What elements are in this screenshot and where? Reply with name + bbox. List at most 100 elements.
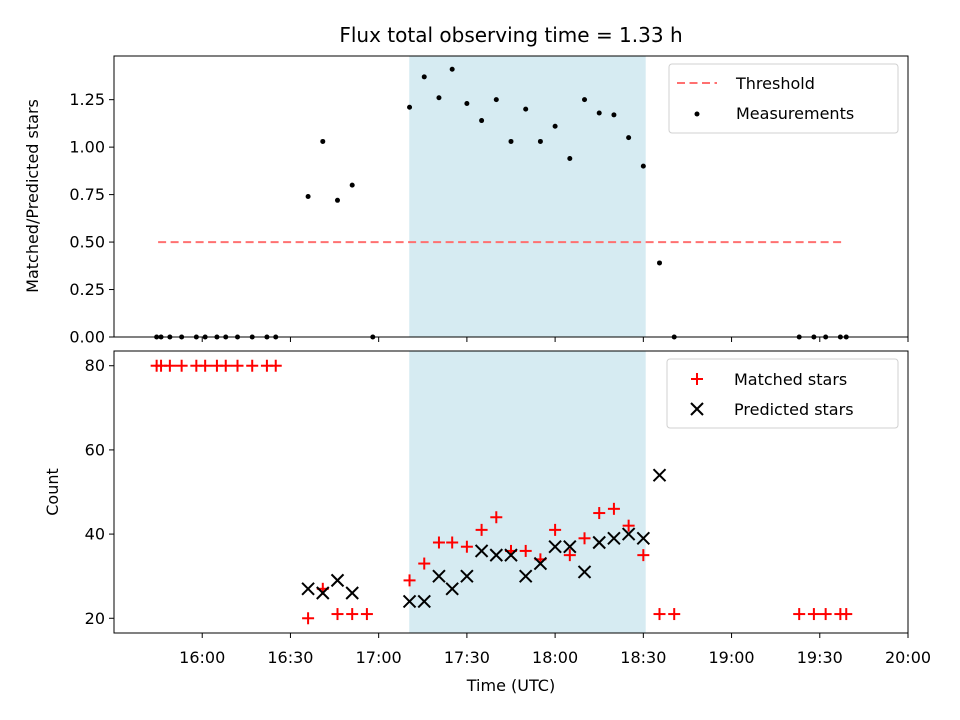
x-tick-label: 16:00 — [179, 648, 225, 667]
x-tick-label: 17:00 — [356, 648, 402, 667]
matched-star-point — [819, 608, 832, 621]
bottom-y-tick-label: 80 — [85, 356, 105, 375]
top-y-tick-label: 1.00 — [69, 138, 105, 157]
predicted-star-point — [474, 544, 489, 558]
predicted-star-point — [592, 535, 606, 550]
matched-star-point — [302, 612, 315, 625]
predicted-star-point — [563, 540, 577, 554]
measurement-point — [626, 135, 632, 141]
bottom-y-ticks: 20 40 60 80 — [85, 356, 114, 628]
legend-measurements-label: Measurements — [736, 104, 854, 123]
matched-star-point — [668, 608, 681, 621]
matched-star-point — [219, 359, 232, 372]
predicted-star-point — [330, 573, 345, 588]
matched-star-point — [563, 549, 576, 562]
bottom-plot-frame — [113, 350, 909, 634]
matched-star-point — [793, 608, 806, 621]
matched-star-point — [432, 536, 445, 549]
top-y-tick-label: 0.00 — [69, 328, 105, 347]
x-tick-label: 17:30 — [444, 648, 490, 667]
measurement-point — [640, 163, 646, 169]
predicted-star-point — [607, 531, 621, 546]
x-tick-label: 20:00 — [885, 648, 931, 667]
predicted-star-point — [489, 548, 504, 562]
matched-star-point — [593, 507, 606, 520]
bottom-y-tick-label: 20 — [85, 609, 105, 628]
predicted-star-point — [402, 594, 417, 609]
measurement-point — [611, 112, 617, 118]
matched-star-point — [622, 519, 635, 532]
measurement-point — [305, 194, 311, 199]
matched-star-point — [246, 359, 259, 372]
predicted-star-point — [432, 569, 446, 583]
matched-star-point — [403, 574, 416, 587]
predicted-star-point — [345, 586, 359, 600]
matched-star-point — [346, 608, 359, 621]
matched-star-point — [549, 523, 562, 536]
legend-matched-swatch — [691, 373, 703, 385]
predicted-star-point — [504, 548, 518, 562]
measurement-point — [537, 138, 543, 144]
top-legend: Threshold Measurements — [668, 63, 899, 134]
matched-star-point — [578, 532, 591, 545]
top-plot-frame — [113, 55, 909, 338]
matched-star-point — [360, 608, 373, 621]
top-y-tick-label: 0.25 — [69, 280, 105, 299]
measurement-point — [523, 106, 529, 112]
matched-star-point — [475, 523, 488, 536]
top-y-tick-label: 1.25 — [69, 90, 105, 109]
matched-star-point — [446, 536, 459, 549]
predicted-star-point — [301, 582, 315, 596]
x-tick-label: 18:30 — [620, 648, 666, 667]
matched-star-point — [418, 557, 431, 570]
top-panel: 0.00 0.25 0.50 0.75 1.00 1.25 Matched/Predict… — [23, 55, 909, 347]
bottom-legend: Matched stars Predicted stars — [666, 358, 899, 429]
top-x-ticks — [201, 337, 909, 342]
predicted-star-point — [621, 527, 636, 541]
measurement-point — [407, 104, 413, 110]
top-legend-box — [668, 63, 899, 134]
legend-matched-label: Matched stars — [734, 370, 847, 389]
predicted-star-point — [577, 565, 592, 579]
x-tick-label: 16:30 — [267, 648, 313, 667]
predicted-star-point — [417, 594, 431, 609]
measurement-point — [596, 110, 602, 116]
matched-star-point — [163, 359, 176, 372]
measurement-point — [421, 74, 427, 80]
measurement-point — [479, 118, 485, 124]
chart-title: Flux total observing time = 1.33 h — [339, 23, 682, 47]
matched-star-point — [840, 608, 853, 621]
measurement-point — [508, 138, 514, 144]
predicted-star-point — [460, 569, 474, 583]
bottom-y-tick-label: 40 — [85, 525, 105, 544]
measurement-point — [334, 197, 340, 203]
measurement-point — [320, 138, 326, 144]
measurement-point — [582, 97, 588, 103]
matched-star-point — [231, 359, 244, 372]
measurement-point — [493, 97, 499, 103]
matched-star-point — [490, 511, 503, 524]
predicted-star-point — [548, 540, 562, 554]
bottom-legend-box — [666, 358, 899, 429]
matched-star-point — [637, 549, 650, 562]
measurement-point — [567, 156, 573, 162]
bottom-y-tick-label: 60 — [85, 440, 105, 459]
measurement-point — [436, 95, 442, 101]
top-observing-window — [409, 56, 646, 337]
predicted-star-point — [518, 569, 533, 583]
x-axis-label: Time (UTC) — [466, 676, 555, 695]
top-y-axis-label: Matched/Predicted stars — [23, 99, 42, 293]
matched-star-point — [653, 608, 666, 621]
matched-star-point — [331, 608, 344, 621]
bottom-x-ticks: 16:00 16:30 17:00 17:30 18:00 18:30 19:00 19:30… — [179, 633, 931, 667]
measurement-point — [449, 66, 455, 72]
matched-star-point — [175, 359, 188, 372]
x-tick-label: 19:00 — [709, 648, 755, 667]
top-y-ticks: 0.00 0.25 0.50 0.75 1.00 1.25 — [69, 90, 114, 347]
matched-star-point — [807, 608, 820, 621]
measurement-point — [349, 182, 355, 188]
predicted-star-point — [533, 556, 548, 571]
legend-measurements-swatch — [694, 111, 700, 117]
